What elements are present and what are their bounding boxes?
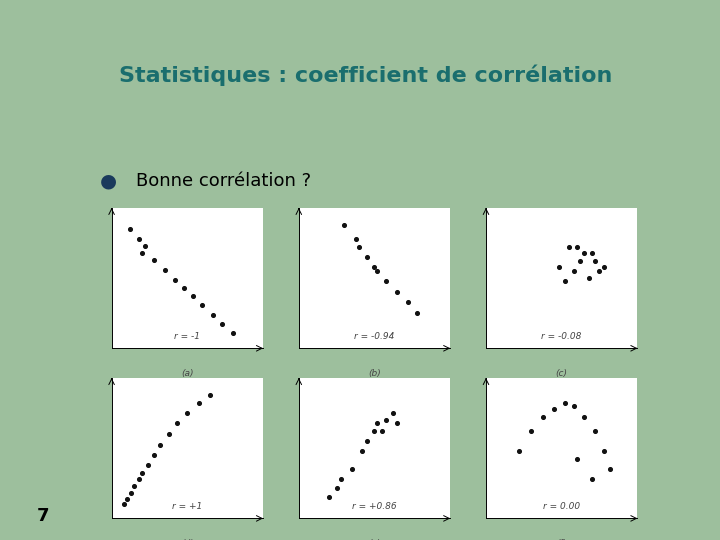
Point: [118, 500, 130, 509]
Point: [579, 248, 590, 257]
Point: [197, 300, 208, 309]
Point: [571, 455, 582, 464]
Point: [583, 274, 595, 282]
Text: (e): (e): [368, 539, 381, 540]
Point: [207, 310, 219, 319]
Point: [163, 430, 175, 438]
Point: [589, 427, 600, 436]
Point: [411, 309, 423, 318]
Point: [356, 447, 368, 455]
Text: (a): (a): [181, 369, 194, 379]
Point: [598, 262, 610, 271]
Point: [331, 483, 343, 492]
Point: [142, 461, 153, 469]
Point: [351, 234, 362, 243]
Point: [381, 276, 392, 285]
Text: r = +0.86: r = +0.86: [352, 502, 397, 511]
Point: [136, 469, 148, 478]
Point: [402, 298, 413, 306]
Point: [323, 493, 335, 502]
Point: [179, 284, 190, 292]
Text: ●: ●: [99, 171, 117, 191]
Point: [181, 409, 193, 417]
Point: [579, 413, 590, 422]
Text: Bonne corrélation ?: Bonne corrélation ?: [137, 172, 312, 190]
Point: [571, 243, 582, 252]
Point: [354, 243, 365, 252]
Point: [392, 288, 403, 296]
Point: [594, 267, 606, 275]
Point: [136, 248, 148, 257]
Point: [526, 427, 537, 436]
Text: r = -1: r = -1: [174, 332, 200, 341]
Point: [169, 275, 181, 284]
Point: [187, 292, 199, 301]
Point: [564, 243, 575, 252]
Point: [194, 399, 205, 408]
Point: [369, 262, 380, 271]
Point: [574, 257, 585, 266]
Text: r = +1: r = +1: [172, 502, 202, 511]
Text: (c): (c): [556, 369, 567, 379]
Point: [338, 220, 350, 229]
Point: [128, 482, 140, 490]
Text: r = -0.94: r = -0.94: [354, 332, 395, 341]
Point: [133, 475, 145, 483]
Point: [346, 465, 358, 474]
Text: (f): (f): [557, 539, 567, 540]
Point: [361, 253, 373, 261]
Point: [148, 255, 160, 264]
Point: [369, 427, 380, 436]
Point: [513, 447, 525, 455]
Text: Statistiques : coefficient de corrélation: Statistiques : coefficient de corrélatio…: [119, 65, 612, 86]
Point: [158, 265, 170, 274]
Point: [559, 399, 570, 408]
Point: [553, 262, 564, 271]
Text: (b): (b): [368, 369, 381, 379]
Point: [387, 409, 398, 417]
Point: [586, 475, 598, 483]
Point: [171, 418, 182, 427]
Point: [121, 495, 132, 503]
Text: 7: 7: [37, 507, 50, 525]
Point: [568, 402, 580, 410]
Point: [549, 404, 560, 413]
Text: r = 0.00: r = 0.00: [543, 502, 580, 511]
Point: [568, 267, 580, 275]
Point: [227, 328, 238, 337]
Point: [598, 447, 610, 455]
Point: [216, 320, 228, 329]
Point: [589, 257, 600, 266]
Point: [124, 225, 135, 233]
Point: [336, 475, 347, 483]
Point: [125, 489, 137, 497]
Point: [604, 465, 616, 474]
Point: [372, 267, 383, 275]
Point: [559, 276, 570, 285]
Point: [361, 437, 373, 445]
Point: [392, 418, 403, 427]
Point: [586, 248, 598, 257]
Text: r = -0.08: r = -0.08: [541, 332, 582, 341]
Point: [204, 390, 216, 399]
Point: [377, 427, 388, 436]
Text: (d): (d): [181, 539, 194, 540]
Point: [139, 241, 150, 250]
Point: [154, 441, 166, 450]
Point: [372, 418, 383, 427]
Point: [538, 413, 549, 422]
Point: [381, 416, 392, 424]
Point: [133, 234, 145, 243]
Point: [148, 451, 160, 460]
